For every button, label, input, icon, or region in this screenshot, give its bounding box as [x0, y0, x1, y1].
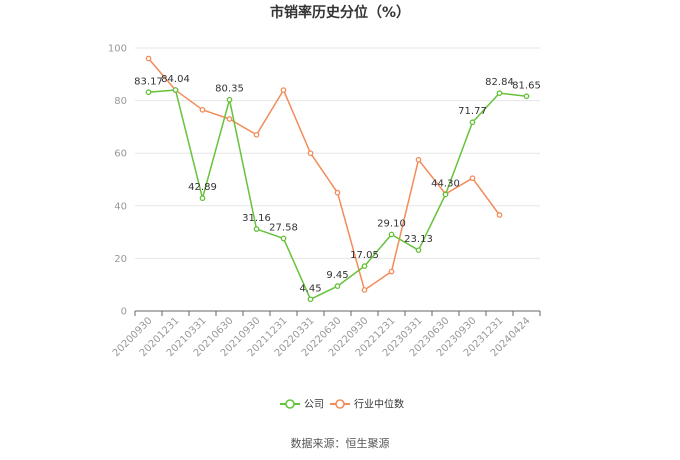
legend-swatch-marker — [335, 399, 345, 409]
data-point — [199, 195, 206, 202]
gridlines — [135, 47, 540, 259]
data-point — [334, 283, 341, 289]
data-point — [145, 89, 152, 96]
series-line-1 — [147, 58, 501, 291]
data-point — [415, 156, 422, 163]
data-label: 31.16 — [242, 213, 271, 224]
data-label: 84.04 — [161, 74, 190, 85]
data-point — [523, 93, 530, 100]
data-label: 71.77 — [458, 106, 487, 117]
legend-label: 行业中位数 — [354, 398, 404, 411]
data-point — [334, 189, 341, 196]
x-axis: 2020093020201231202103312021063020210930… — [111, 310, 541, 359]
legend-item-company[interactable]: 公司 — [280, 399, 324, 411]
data-label: 23.13 — [404, 234, 433, 245]
data-point — [307, 296, 314, 303]
y-tick-label: 0 — [121, 307, 127, 318]
data-point — [145, 55, 152, 62]
data-point — [280, 87, 287, 93]
data-point — [280, 235, 287, 242]
data-point — [253, 226, 260, 232]
data-label: 17.05 — [350, 250, 379, 261]
data-point — [388, 231, 395, 238]
source-note: 数据来源：恒生聚源 — [291, 436, 390, 450]
data-label: 44.30 — [431, 178, 460, 189]
y-tick-label: 80 — [114, 96, 127, 107]
data-point — [469, 175, 476, 182]
data-point — [361, 287, 368, 293]
legend-label: 公司 — [304, 400, 324, 411]
data-label: 9.45 — [326, 270, 348, 281]
data-label: 42.89 — [188, 182, 217, 193]
data-point — [226, 116, 233, 122]
data-label: 82.84 — [485, 77, 514, 88]
data-label: 4.45 — [299, 283, 321, 294]
data-point — [226, 96, 233, 103]
series-layer — [145, 55, 530, 303]
y-tick-label: 20 — [114, 254, 127, 265]
data-point — [442, 191, 449, 198]
data-point — [253, 131, 260, 138]
data-label: 80.35 — [215, 84, 244, 95]
data-point — [307, 150, 314, 157]
data-point — [469, 119, 476, 126]
legend[interactable]: 公司 行业中位数 — [280, 398, 404, 411]
legend-swatch-marker — [285, 399, 295, 409]
data-label: 81.65 — [512, 80, 541, 91]
data-label: 29.10 — [377, 218, 406, 229]
data-point — [496, 212, 503, 218]
y-tick-label: 40 — [114, 201, 127, 212]
chart-title: 市销率历史分位（%） — [270, 4, 410, 21]
data-point — [199, 106, 206, 113]
data-point — [415, 247, 422, 254]
data-label: 27.58 — [269, 222, 298, 233]
data-label: 83.17 — [134, 76, 163, 87]
legend-item-industry-median[interactable]: 行业中位数 — [330, 398, 404, 411]
data-point — [172, 87, 179, 93]
y-tick-label: 100 — [108, 44, 127, 55]
data-point — [496, 90, 503, 96]
data-point — [361, 263, 368, 270]
data-point — [388, 268, 395, 275]
y-axis: 0 20 40 60 80 100 — [108, 44, 127, 318]
y-tick-label: 60 — [114, 149, 127, 160]
